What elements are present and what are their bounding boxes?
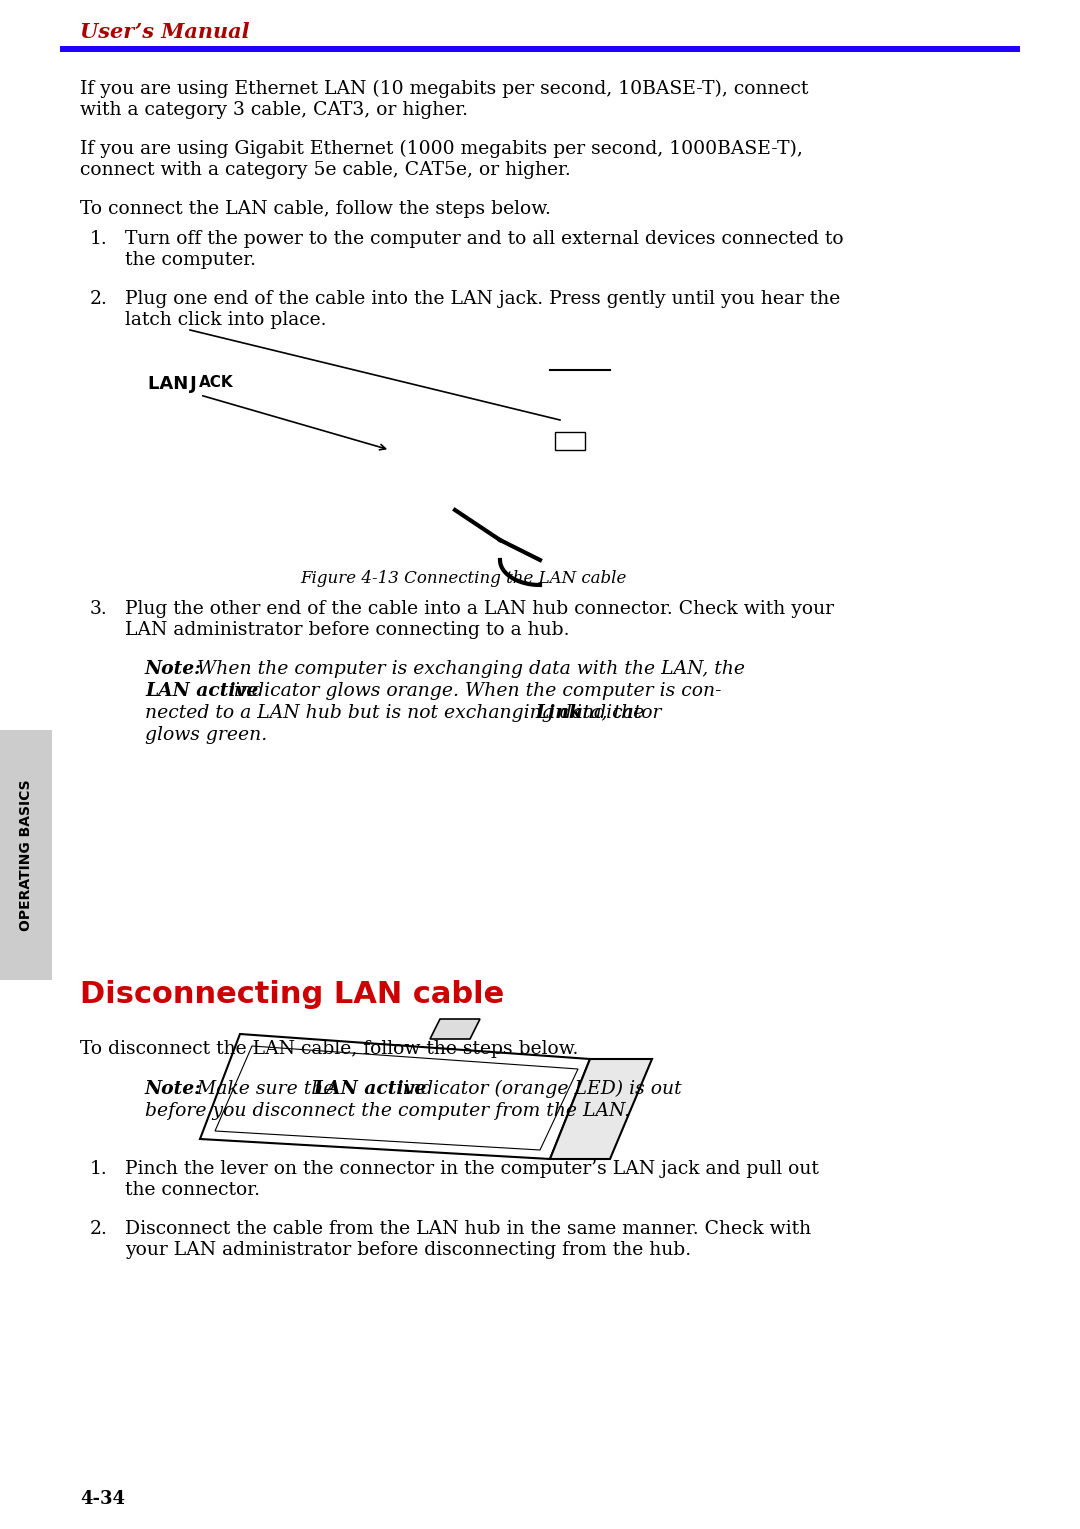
- Text: indicator (orange LED) is out: indicator (orange LED) is out: [397, 1079, 681, 1098]
- Bar: [0, 729, 52, 980]
- Text: nected to a LAN hub but is not exchanging data, the: nected to a LAN hub but is not exchangin…: [145, 703, 650, 722]
- Bar: [60, 46, 1020, 52]
- Text: ACK: ACK: [199, 375, 233, 390]
- Text: indicator glows orange. When the computer is con-: indicator glows orange. When the compute…: [228, 682, 721, 700]
- Text: Note:: Note:: [145, 1079, 202, 1098]
- Text: 2.: 2.: [90, 291, 108, 307]
- Text: 1.: 1.: [90, 1161, 108, 1177]
- Text: To disconnect the LAN cable, follow the steps below.: To disconnect the LAN cable, follow the …: [80, 1040, 579, 1058]
- Text: 2.: 2.: [90, 1220, 108, 1238]
- Text: J: J: [190, 375, 197, 393]
- Text: OPERATING BASICS: OPERATING BASICS: [19, 780, 33, 931]
- Polygon shape: [550, 1060, 652, 1159]
- Text: Make sure the: Make sure the: [191, 1079, 340, 1098]
- Text: indicator: indicator: [570, 703, 661, 722]
- Text: Figure 4-13 Connecting the LAN cable: Figure 4-13 Connecting the LAN cable: [300, 570, 626, 587]
- Text: Disconnecting LAN cable: Disconnecting LAN cable: [80, 980, 504, 1009]
- Text: 4-34: 4-34: [80, 1489, 125, 1508]
- Text: If you are using Gigabit Ethernet (1000 megabits per second, 1000BASE-T),
connec: If you are using Gigabit Ethernet (1000 …: [80, 141, 802, 179]
- Text: Plug the other end of the cable into a LAN hub connector. Check with your
LAN ad: Plug the other end of the cable into a L…: [125, 599, 834, 639]
- Text: Disconnect the cable from the LAN hub in the same manner. Check with
your LAN ad: Disconnect the cable from the LAN hub in…: [125, 1220, 811, 1258]
- Text: LAN active: LAN active: [145, 682, 258, 700]
- Text: glows green.: glows green.: [145, 726, 267, 745]
- Text: Note:: Note:: [145, 661, 202, 677]
- Text: To connect the LAN cable, follow the steps below.: To connect the LAN cable, follow the ste…: [80, 200, 551, 219]
- Text: Link: Link: [535, 703, 582, 722]
- Bar: [555, 433, 585, 450]
- Text: 1.: 1.: [90, 229, 108, 248]
- Text: 3.: 3.: [90, 599, 108, 618]
- Text: Pinch the lever on the connector in the computer’s LAN jack and pull out
the con: Pinch the lever on the connector in the …: [125, 1161, 819, 1199]
- Text: Turn off the power to the computer and to all external devices connected to
the : Turn off the power to the computer and t…: [125, 229, 843, 269]
- Text: If you are using Ethernet LAN (10 megabits per second, 10BASE-T), connect
with a: If you are using Ethernet LAN (10 megabi…: [80, 80, 808, 119]
- Polygon shape: [430, 1018, 480, 1040]
- Text: LAN active: LAN active: [313, 1079, 427, 1098]
- Text: before you disconnect the computer from the LAN.: before you disconnect the computer from …: [145, 1102, 630, 1121]
- Text: LAN: LAN: [148, 375, 194, 393]
- Text: When the computer is exchanging data with the LAN, the: When the computer is exchanging data wit…: [191, 661, 745, 677]
- Text: User’s Manual: User’s Manual: [80, 21, 249, 41]
- Text: Plug one end of the cable into the LAN jack. Press gently until you hear the
lat: Plug one end of the cable into the LAN j…: [125, 291, 840, 329]
